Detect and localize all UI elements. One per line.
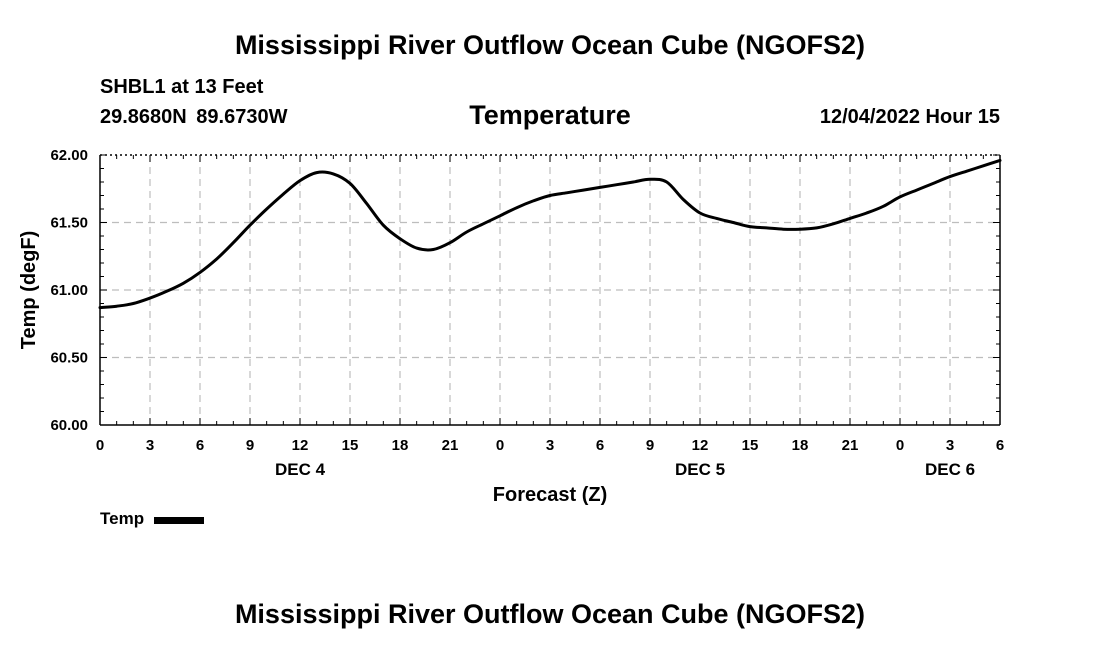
series-line-temp	[98, 158, 1002, 310]
x-tick-label: 15	[742, 437, 759, 454]
x-tick-label: 12	[292, 437, 309, 454]
x-tick-label: 3	[946, 437, 954, 454]
x-tick-label: 0	[96, 437, 104, 454]
x-tick-label: 6	[996, 437, 1004, 454]
x-tick-label: 12	[692, 437, 709, 454]
y-tick-label: 60.50	[50, 350, 88, 367]
x-tick-label: 21	[842, 437, 859, 454]
y-tick-label: 62.00	[50, 147, 88, 164]
y-tick-label: 61.50	[50, 215, 88, 232]
x-tick-label: 6	[596, 437, 604, 454]
x-tick-label: 9	[646, 437, 654, 454]
legend: Temp	[100, 509, 205, 529]
x-tick-label: 6	[196, 437, 204, 454]
x-tick-label: 0	[496, 437, 504, 454]
x-tick-label: 18	[392, 437, 409, 454]
forecast-datetime: 12/04/2022 Hour 15	[819, 106, 1000, 128]
panel-title: Temperature	[469, 100, 631, 130]
legend-line-swatch	[154, 516, 205, 524]
coordinates-label: 29.8680N 89.6730W	[100, 106, 288, 128]
chart-title: Mississippi River Outflow Ocean Cube (NG…	[234, 30, 866, 60]
footer-title: Mississippi River Outflow Ocean Cube (NG…	[234, 599, 866, 629]
y-axis-label: Temp (degF)	[18, 231, 40, 350]
station-label: SHBL1 at 13 Feet	[100, 76, 264, 98]
x-tick-label: 18	[792, 437, 809, 454]
x-day-label: DEC 5	[675, 460, 725, 479]
x-day-label: DEC 4	[275, 460, 326, 479]
y-tick-label: 61.00	[50, 282, 88, 299]
x-tick-label: 3	[546, 437, 554, 454]
x-axis-label: Forecast (Z)	[493, 484, 607, 506]
y-tick-label: 60.00	[50, 417, 88, 434]
legend-label: Temp	[100, 509, 145, 528]
x-tick-label: 9	[246, 437, 254, 454]
x-day-label: DEC 6	[925, 460, 975, 479]
x-tick-label: 21	[442, 437, 459, 454]
x-tick-label: 15	[342, 437, 359, 454]
x-tick-label: 0	[896, 437, 904, 454]
x-tick-label: 3	[146, 437, 154, 454]
